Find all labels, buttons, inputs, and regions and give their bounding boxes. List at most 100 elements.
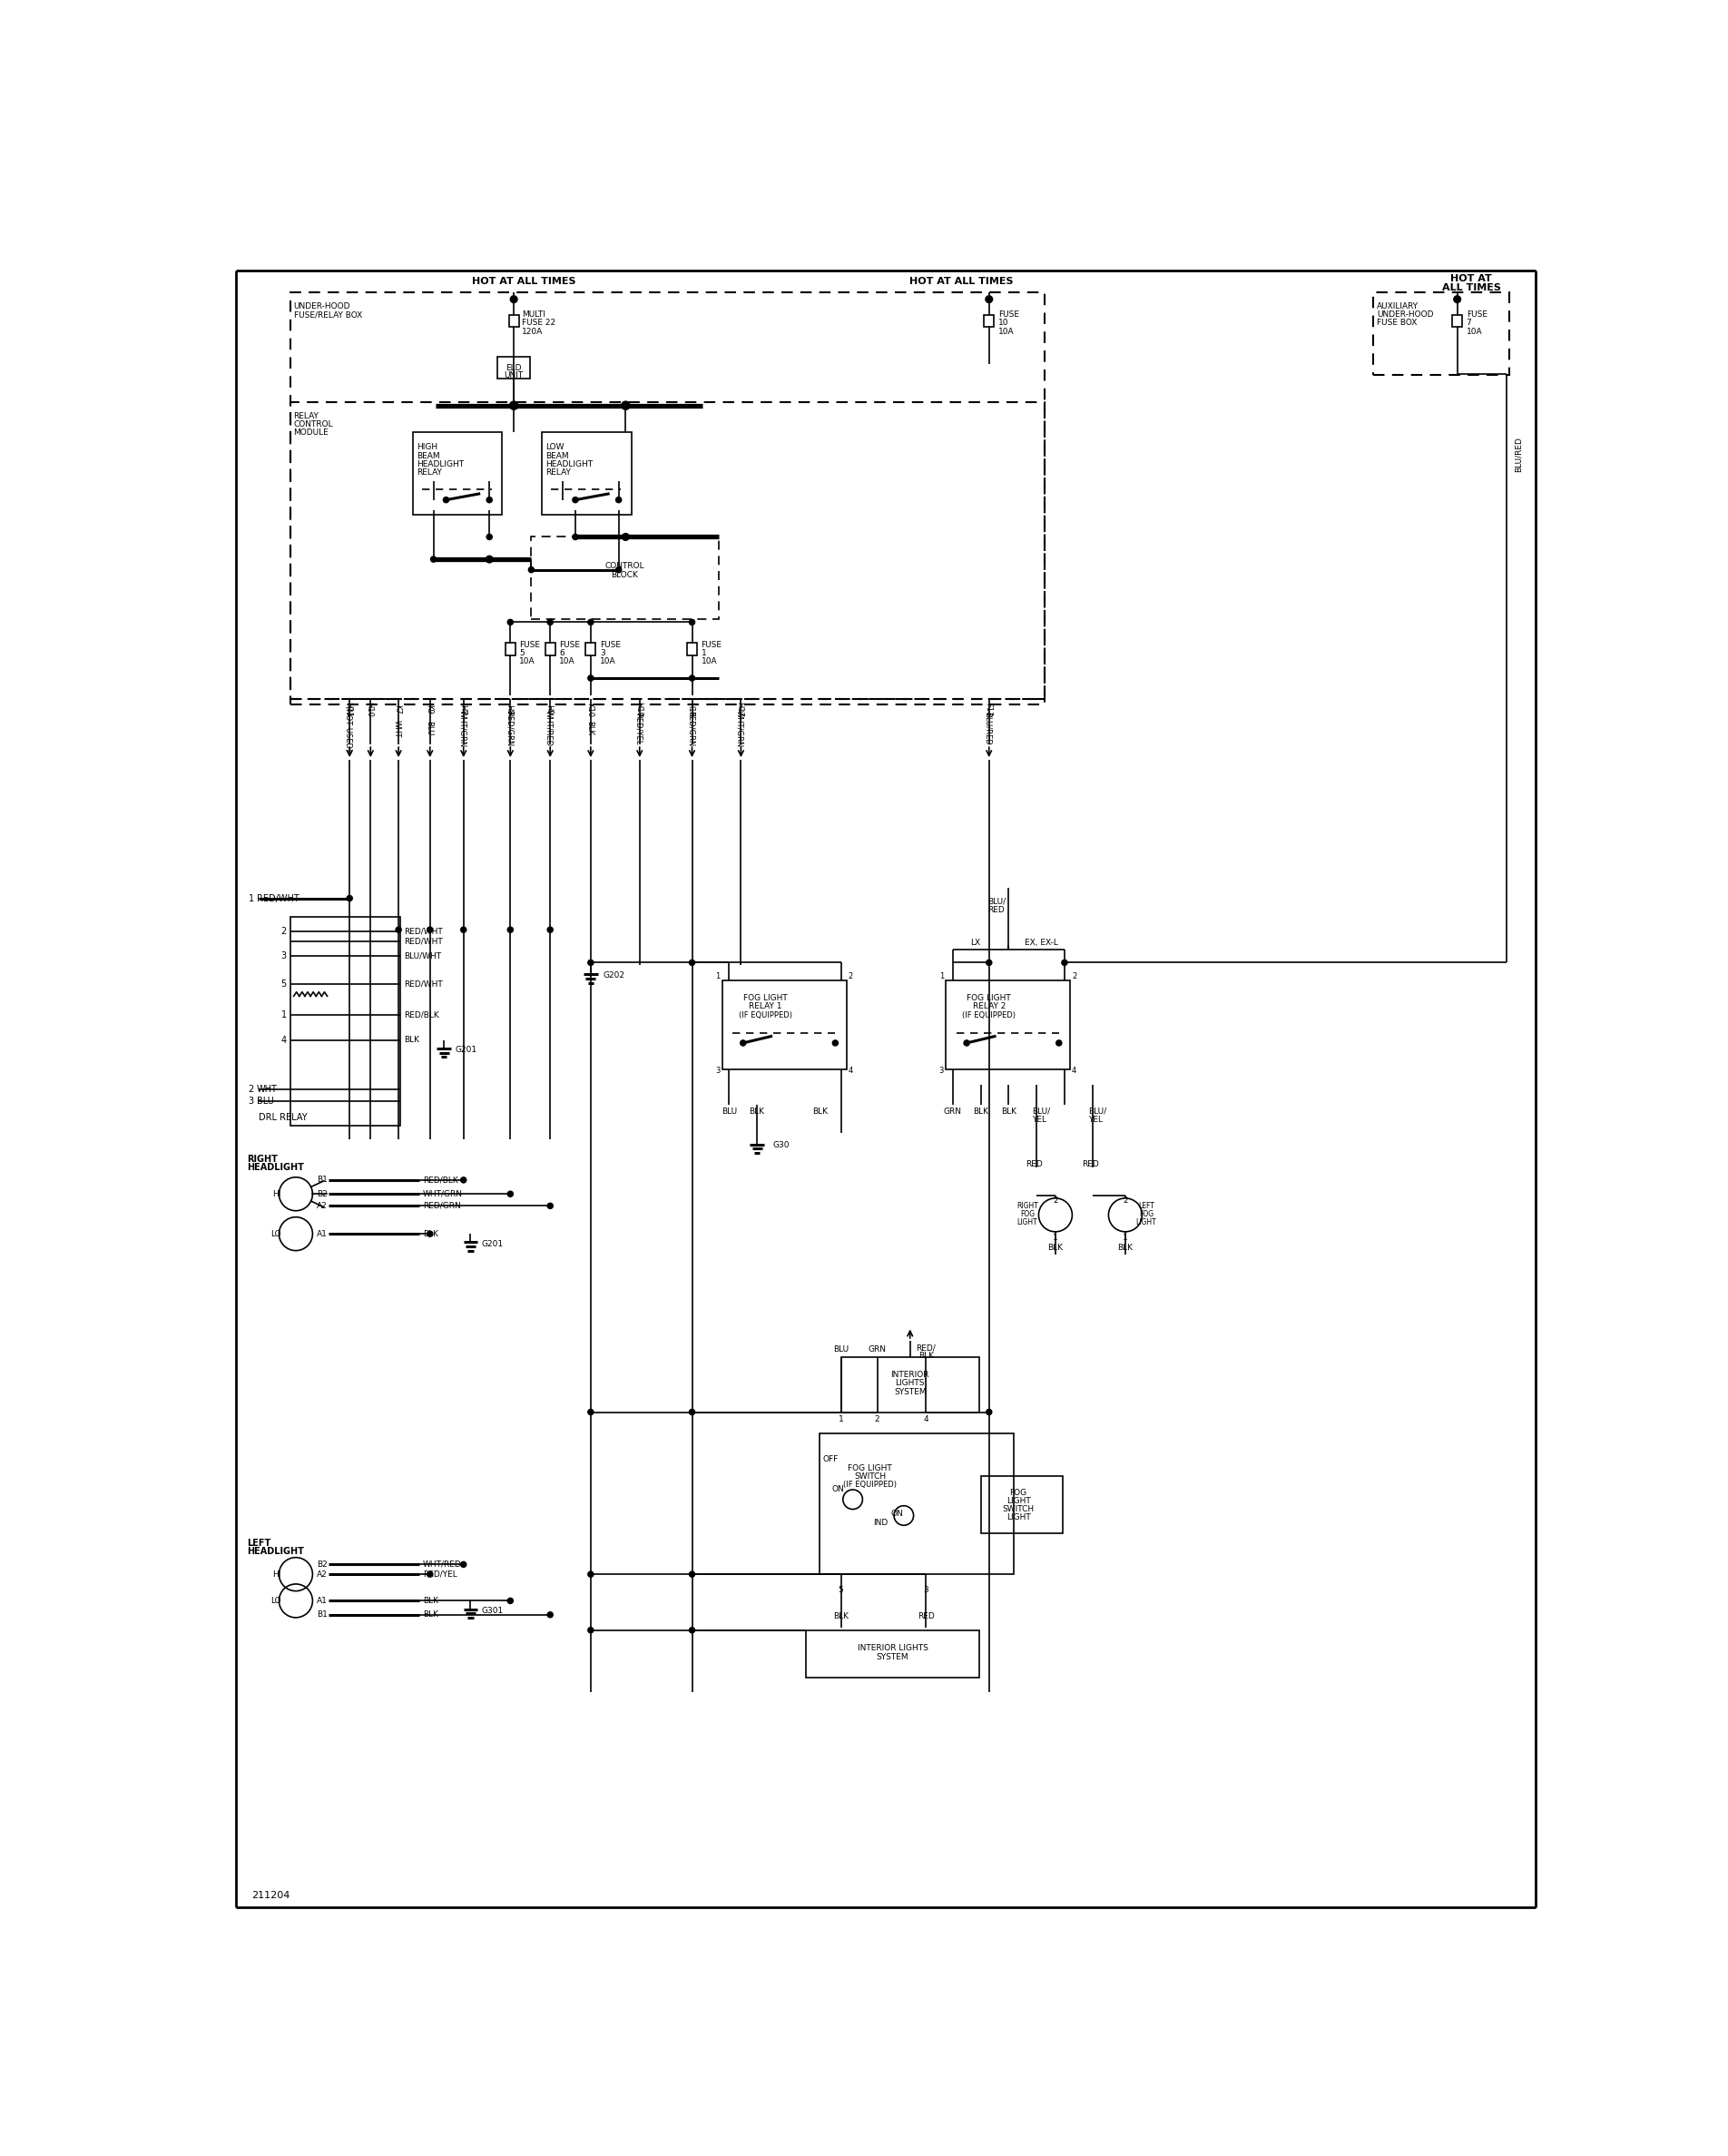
Text: BLK: BLK [833, 1613, 848, 1621]
Bar [530, 537, 719, 619]
Circle shape [548, 927, 553, 934]
Text: LOW: LOW [546, 444, 565, 451]
Bar [805, 1630, 980, 1677]
Text: 5: 5 [282, 979, 287, 990]
Text: BLK: BLK [918, 1352, 933, 1360]
Bar [688, 642, 696, 655]
Text: 5: 5 [838, 1587, 843, 1595]
Circle shape [508, 1190, 513, 1197]
Bar [586, 642, 596, 655]
Text: A2: A2 [316, 1201, 327, 1210]
Text: 1: 1 [1052, 1233, 1058, 1242]
Text: WHT/GRN: WHT/GRN [458, 709, 467, 748]
Text: 10A: 10A [1467, 328, 1483, 336]
Text: H10: H10 [365, 703, 373, 718]
Bar [945, 981, 1070, 1069]
Circle shape [588, 959, 593, 966]
Circle shape [689, 1572, 695, 1576]
Text: BLK: BLK [423, 1611, 439, 1619]
Text: LIGHT: LIGHT [1006, 1496, 1030, 1505]
Circle shape [689, 675, 695, 681]
Text: MODULE: MODULE [294, 429, 328, 438]
Text: UNDER-HOOD: UNDER-HOOD [294, 302, 351, 310]
Text: G201: G201 [454, 1046, 477, 1054]
Text: 2: 2 [282, 927, 287, 936]
Text: FOG LIGHT: FOG LIGHT [968, 994, 1011, 1003]
Circle shape [833, 1039, 838, 1046]
Text: UNIT: UNIT [505, 371, 524, 379]
Text: BLK: BLK [1001, 1108, 1016, 1115]
Text: 10A: 10A [702, 658, 717, 666]
Text: RELAY: RELAY [294, 412, 320, 420]
Circle shape [430, 556, 435, 563]
Text: G202: G202 [603, 970, 626, 979]
Text: RED: RED [988, 906, 1004, 914]
Text: K7: K7 [394, 705, 401, 714]
Circle shape [461, 927, 467, 934]
Text: FUSE: FUSE [600, 640, 620, 649]
Text: BLU: BLU [425, 720, 432, 735]
Text: RED/BLK: RED/BLK [404, 1011, 439, 1020]
Bar [1452, 315, 1462, 328]
Text: A1: A1 [316, 1229, 328, 1238]
Text: (IF EQUIPPED): (IF EQUIPPED) [962, 1011, 1016, 1020]
Text: 3: 3 [938, 1067, 943, 1076]
Text: K10: K10 [586, 703, 593, 716]
Text: H19: H19 [634, 703, 643, 718]
Circle shape [985, 295, 992, 302]
Text: UNDER-HOOD: UNDER-HOOD [1377, 310, 1434, 319]
Text: 4: 4 [848, 1067, 854, 1076]
Circle shape [588, 675, 593, 681]
Circle shape [548, 1613, 553, 1617]
Text: OFF: OFF [823, 1455, 838, 1464]
Text: IND: IND [873, 1518, 888, 1526]
Text: CONTROL: CONTROL [605, 563, 645, 571]
Text: 2: 2 [874, 1414, 880, 1423]
Circle shape [689, 619, 695, 625]
Text: 10A: 10A [520, 658, 536, 666]
Text: RED: RED [1082, 1160, 1099, 1169]
Text: FUSE: FUSE [1467, 310, 1488, 319]
Text: INTERIOR: INTERIOR [890, 1371, 930, 1380]
Circle shape [461, 1177, 467, 1184]
Text: RED/WHT: RED/WHT [404, 927, 442, 936]
Text: LO: LO [271, 1598, 282, 1604]
Circle shape [689, 1410, 695, 1414]
Text: 1: 1 [838, 1414, 843, 1423]
Bar [1374, 293, 1510, 375]
Text: FUSE: FUSE [560, 640, 581, 649]
Circle shape [1453, 295, 1460, 302]
Circle shape [487, 535, 492, 539]
Text: RED/GRN: RED/GRN [686, 711, 695, 746]
Bar [842, 1358, 980, 1412]
Circle shape [615, 498, 622, 502]
Text: FOG LIGHT: FOG LIGHT [743, 994, 788, 1003]
Text: LEFT: LEFT [247, 1539, 271, 1548]
Text: HOT AT ALL TIMES: HOT AT ALL TIMES [472, 278, 575, 287]
Text: 10A: 10A [560, 658, 575, 666]
Bar [290, 916, 401, 1125]
Text: (IF EQUIPPED): (IF EQUIPPED) [738, 1011, 791, 1020]
Text: B2: B2 [316, 1190, 327, 1199]
Text: 1: 1 [715, 972, 721, 981]
Circle shape [689, 1628, 695, 1632]
Circle shape [396, 927, 401, 934]
Text: 2: 2 [1071, 972, 1077, 981]
Text: BLK: BLK [1118, 1244, 1134, 1253]
Text: BEAM: BEAM [416, 453, 441, 459]
Text: LIGHT: LIGHT [1006, 1514, 1030, 1522]
Text: H17: H17 [736, 703, 743, 718]
Circle shape [427, 927, 432, 934]
Text: H9: H9 [544, 705, 553, 716]
Text: BLK: BLK [812, 1108, 828, 1115]
Bar [982, 1477, 1063, 1533]
Text: 3: 3 [282, 951, 287, 962]
Text: WHT: WHT [257, 1084, 278, 1093]
Text: H8: H8 [505, 705, 513, 716]
Text: BLOCK: BLOCK [610, 571, 638, 580]
Text: 1: 1 [938, 972, 943, 981]
Text: G301: G301 [482, 1606, 503, 1615]
Text: RED/BLK: RED/BLK [423, 1175, 458, 1184]
Text: MULTI: MULTI [522, 310, 546, 319]
Text: BLU/RED: BLU/RED [983, 711, 992, 746]
